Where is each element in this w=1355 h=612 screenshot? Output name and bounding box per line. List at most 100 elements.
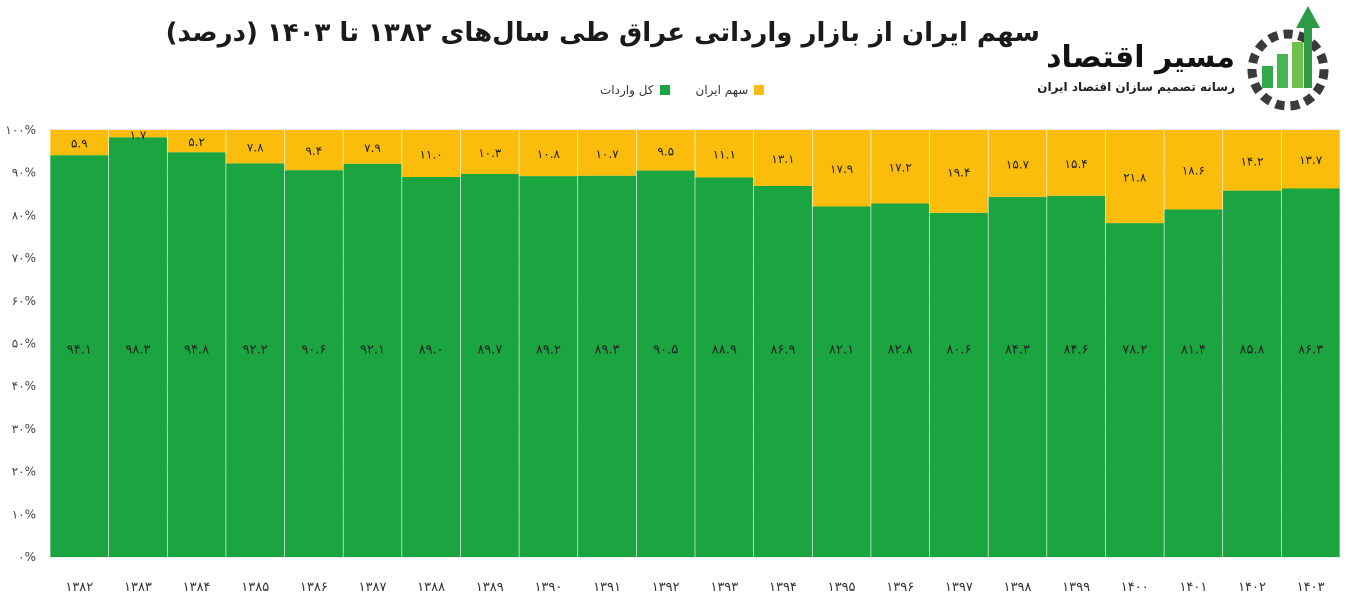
bar-iran-share xyxy=(1105,130,1164,224)
bar-iran-share xyxy=(460,130,519,174)
x-tick-label: ۱۳۸۲ xyxy=(65,580,93,595)
brand-logo xyxy=(1247,6,1329,111)
bar-total-imports xyxy=(343,163,402,557)
bar-iran-share xyxy=(226,130,285,164)
bar-iran-share xyxy=(871,130,930,204)
data-label-total-imports: ۹۰.۵ xyxy=(653,343,678,358)
x-tick-label: ۱۳۹۷ xyxy=(945,580,973,595)
bar-iran-share xyxy=(578,130,637,176)
data-label-total-imports: ۸۲.۱ xyxy=(829,343,854,358)
x-tick-label: ۱۳۹۱ xyxy=(593,580,621,595)
x-tick-label: ۱۳۹۳ xyxy=(710,580,738,595)
bar-iran-share xyxy=(753,130,812,186)
bar-iran-share xyxy=(1047,130,1106,196)
data-label-iran-share: ۱۱.۱ xyxy=(713,148,736,162)
bar-iran-share xyxy=(929,130,988,213)
bar-iran-share xyxy=(1281,130,1340,189)
data-label-iran-share: ۱۵.۷ xyxy=(1006,158,1030,172)
bar-iran-share xyxy=(284,130,343,171)
bar-iran-share xyxy=(636,130,695,171)
bar-iran-share xyxy=(695,130,754,178)
logo-tagline: رسانه تصمیم سازان اقتصاد ایران xyxy=(1037,80,1235,94)
x-tick-label: ۱۳۹۹ xyxy=(1062,580,1090,595)
data-label-iran-share: ۱۱.۰ xyxy=(420,147,443,161)
data-label-total-imports: ۸۸.۹ xyxy=(712,343,737,358)
x-tick-label: ۱۳۹۲ xyxy=(652,580,680,595)
data-label-iran-share: ۱۸.۶ xyxy=(1182,164,1205,178)
chart-title: سهم ایران از بازار وارداتی عراق طی سال‌ه… xyxy=(165,18,1040,48)
bar-total-imports xyxy=(988,197,1047,557)
bar-total-imports xyxy=(519,176,578,557)
y-tick-label: ۱۰۰% xyxy=(5,123,36,137)
bar-iran-share xyxy=(108,130,167,138)
data-label-iran-share: ۱۷.۲ xyxy=(889,161,912,175)
y-tick-label: ۷۰% xyxy=(12,251,36,265)
data-label-iran-share: ۵.۲ xyxy=(188,135,205,149)
x-tick-label: ۱۳۸۹ xyxy=(476,580,504,595)
x-tick-label: ۱۳۸۶ xyxy=(300,580,328,595)
bar-total-imports xyxy=(402,176,461,557)
bar-total-imports xyxy=(460,173,519,557)
bar-total-imports xyxy=(50,155,109,557)
data-label-total-imports: ۹۴.۱ xyxy=(67,343,92,358)
x-tick-label: ۱۴۰۰ xyxy=(1121,580,1149,595)
legend-label-total-imports: کل واردات xyxy=(600,83,654,97)
bar-total-imports xyxy=(1105,223,1164,557)
legend-label-iran-share: سهم ایران xyxy=(695,83,749,97)
bar-total-imports xyxy=(812,206,871,558)
data-label-total-imports: ۸۰.۶ xyxy=(946,343,971,358)
y-tick-label: ۸۰% xyxy=(12,208,36,222)
legend-swatch-iran-share xyxy=(754,85,765,95)
bar-total-imports xyxy=(695,177,754,557)
y-tick-label: ۶۰% xyxy=(12,294,36,308)
bar-total-imports xyxy=(1281,188,1340,557)
bar-iran-share xyxy=(519,130,578,177)
logo-arrow-icon xyxy=(1296,6,1320,88)
x-tick-label: ۱۳۸۴ xyxy=(183,580,211,595)
data-label-iran-share: ۷.۸ xyxy=(247,141,264,155)
data-label-total-imports: ۸۶.۳ xyxy=(1298,343,1323,358)
data-label-total-imports: ۸۴.۳ xyxy=(1005,343,1030,358)
legend-item-total-imports: کل واردات xyxy=(600,83,670,97)
bar-total-imports xyxy=(929,212,988,557)
bar-total-imports xyxy=(1223,190,1282,557)
bar-iran-share xyxy=(812,130,871,207)
data-label-total-imports: ۸۹.۲ xyxy=(536,343,561,358)
bar-total-imports xyxy=(284,170,343,557)
data-label-iran-share: ۵.۹ xyxy=(71,137,88,151)
data-label-total-imports: ۹۴.۸ xyxy=(184,343,209,358)
x-tick-label: ۱۴۰۳ xyxy=(1297,580,1325,595)
data-label-total-imports: ۸۹.۰ xyxy=(419,343,444,358)
data-label-iran-share: ۱۵.۴ xyxy=(1065,157,1088,171)
x-tick-label: ۱۳۸۵ xyxy=(241,580,269,595)
data-label-iran-share: ۱۰.۸ xyxy=(537,147,561,161)
data-label-iran-share: ۱.۷ xyxy=(130,128,147,142)
legend-swatch-total-imports xyxy=(659,85,670,95)
x-tick-label: ۱۳۹۴ xyxy=(769,580,797,595)
data-label-iran-share: ۱۳.۷ xyxy=(1299,153,1323,167)
x-tick-label: ۱۳۸۸ xyxy=(417,580,445,595)
data-label-total-imports: ۹۸.۳ xyxy=(125,343,150,358)
data-label-total-imports: ۹۲.۲ xyxy=(243,343,268,358)
bar-iran-share xyxy=(167,130,226,153)
x-tick-label: ۱۳۸۷ xyxy=(359,580,387,595)
bar-total-imports xyxy=(1164,209,1223,557)
bar-iran-share xyxy=(50,130,109,156)
data-label-iran-share: ۹.۵ xyxy=(657,144,674,158)
bar-iran-share xyxy=(343,130,402,164)
bar-total-imports xyxy=(636,170,695,557)
logo-name: مسیر اقتصاد xyxy=(1046,40,1235,75)
x-tick-label: ۱۴۰۲ xyxy=(1238,580,1266,595)
data-label-iran-share: ۱۳.۱ xyxy=(771,152,794,166)
x-tick-label: ۱۳۹۶ xyxy=(886,580,914,595)
data-label-iran-share: ۱۰.۳ xyxy=(478,146,502,160)
data-label-iran-share: ۷.۹ xyxy=(364,141,381,155)
bar-total-imports xyxy=(226,163,285,557)
data-label-total-imports: ۸۵.۸ xyxy=(1239,343,1264,358)
bar-total-imports xyxy=(167,152,226,558)
y-tick-label: ۴۰% xyxy=(12,379,36,393)
bar-total-imports xyxy=(108,137,167,557)
data-label-total-imports: ۹۲.۱ xyxy=(360,343,385,358)
data-label-total-imports: ۸۲.۸ xyxy=(888,343,913,358)
